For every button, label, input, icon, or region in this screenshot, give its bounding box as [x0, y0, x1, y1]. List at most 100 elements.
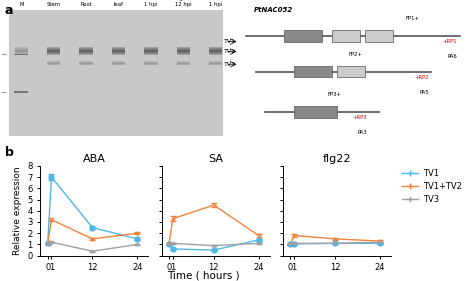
Bar	[177, 54, 190, 55]
Bar	[177, 65, 190, 66]
Bar	[209, 48, 222, 49]
Text: FP1+: FP1+	[405, 17, 419, 21]
Bar	[47, 62, 60, 63]
Bar	[9, 10, 223, 136]
Text: flg22
12 hpi: flg22 12 hpi	[175, 0, 191, 7]
Text: +RP3: +RP3	[353, 115, 367, 120]
Text: 500 —: 500 —	[0, 90, 7, 94]
Bar	[47, 51, 60, 52]
Bar	[209, 64, 222, 65]
Bar	[15, 48, 28, 49]
Bar	[144, 65, 157, 66]
Text: FP3+: FP3+	[327, 92, 341, 98]
Bar	[112, 65, 125, 66]
Title: ABA: ABA	[83, 154, 106, 164]
Bar	[177, 48, 190, 49]
Bar	[209, 50, 222, 51]
Text: +RP1: +RP1	[443, 39, 457, 44]
Bar	[177, 64, 190, 65]
Text: M: M	[19, 2, 24, 7]
Bar	[112, 48, 125, 49]
Text: 1200 —: 1200 —	[0, 52, 7, 57]
Bar	[337, 66, 365, 77]
Bar	[47, 48, 60, 49]
Bar	[294, 106, 337, 117]
Bar	[80, 54, 93, 55]
Bar	[144, 53, 157, 54]
Bar	[47, 47, 60, 48]
Bar	[15, 49, 28, 50]
Bar	[144, 50, 157, 51]
Text: TV1: TV1	[224, 39, 236, 44]
Bar	[14, 54, 28, 55]
Bar	[112, 61, 125, 62]
Text: PA3: PA3	[358, 130, 367, 135]
Title: SA: SA	[208, 154, 223, 164]
Bar	[209, 53, 222, 54]
Bar	[144, 51, 157, 52]
Bar	[80, 52, 93, 53]
Title: flg22: flg22	[323, 154, 351, 164]
Text: +RP2: +RP2	[414, 74, 429, 80]
Bar	[112, 64, 125, 65]
Bar	[80, 49, 93, 50]
Bar	[177, 62, 190, 63]
Text: TV2: TV2	[224, 49, 236, 54]
Bar	[47, 61, 60, 62]
Bar	[80, 51, 93, 52]
Bar	[80, 62, 93, 63]
Bar	[365, 30, 393, 42]
Bar	[294, 66, 332, 77]
Text: Stem: Stem	[47, 2, 61, 7]
Bar	[47, 52, 60, 53]
Bar	[47, 54, 60, 55]
Bar	[112, 51, 125, 52]
Bar	[209, 54, 222, 55]
Bar	[209, 65, 222, 66]
Bar	[177, 50, 190, 51]
Bar	[80, 61, 93, 62]
Bar	[15, 47, 28, 48]
Bar	[144, 64, 157, 65]
Bar	[112, 54, 125, 55]
Text: b: b	[5, 146, 14, 159]
Bar	[15, 50, 28, 51]
Text: ABA
1 hpi: ABA 1 hpi	[144, 0, 157, 7]
Bar	[284, 30, 322, 42]
Bar	[15, 52, 28, 53]
Bar	[80, 64, 93, 65]
Text: Root: Root	[80, 2, 92, 7]
Bar	[112, 52, 125, 53]
Bar	[14, 91, 28, 92]
Bar	[47, 53, 60, 54]
Bar	[80, 47, 93, 48]
Bar	[47, 65, 60, 66]
Bar	[47, 64, 60, 65]
Bar	[15, 53, 28, 54]
Bar	[209, 61, 222, 62]
Bar	[177, 47, 190, 48]
Bar	[177, 51, 190, 52]
Bar	[209, 47, 222, 48]
Bar	[112, 49, 125, 50]
Bar	[80, 50, 93, 51]
Bar	[177, 53, 190, 54]
Bar	[209, 62, 222, 63]
Text: TV3: TV3	[224, 62, 236, 67]
Bar	[144, 48, 157, 49]
Bar	[112, 50, 125, 51]
Bar	[144, 54, 157, 55]
Bar	[177, 52, 190, 53]
Bar	[144, 62, 157, 63]
Bar	[209, 52, 222, 53]
Text: PtNAC052: PtNAC052	[254, 7, 293, 13]
Bar	[112, 53, 125, 54]
Bar	[80, 65, 93, 66]
Bar	[332, 30, 360, 42]
Bar	[209, 51, 222, 52]
Text: FP2+: FP2+	[348, 52, 363, 57]
Bar	[112, 62, 125, 63]
Bar	[177, 61, 190, 62]
Bar	[80, 53, 93, 54]
Bar	[15, 54, 28, 55]
